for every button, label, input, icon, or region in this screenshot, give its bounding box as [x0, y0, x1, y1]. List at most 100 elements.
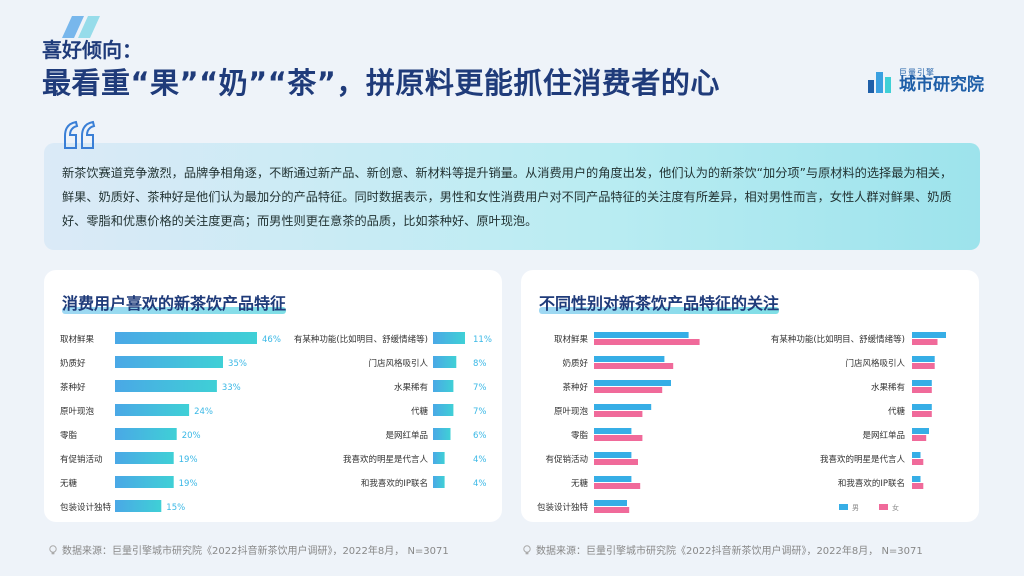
lightbulb-icon	[523, 544, 531, 554]
bar-category-label: 原叶现泡	[60, 406, 95, 417]
bar-category-label: 我喜欢的明星是代言人	[820, 454, 906, 465]
bar-category-label: 原叶现泡	[554, 406, 589, 417]
bar-category-label: 奶质好	[60, 358, 86, 369]
bar-male	[594, 500, 627, 506]
bar-value-label: 24%	[194, 407, 213, 417]
bar	[433, 332, 465, 344]
brand-logo: 巨量引擎 城市研究院	[867, 68, 984, 94]
bar-female	[912, 339, 938, 345]
bar-value-label: 15%	[166, 503, 185, 513]
bar-category-label: 有促销活动	[60, 454, 103, 465]
bar-male	[594, 356, 665, 362]
bar-male	[594, 476, 632, 482]
bar-category-label: 无糖	[60, 478, 78, 489]
brand-name: 城市研究院	[899, 74, 984, 95]
bar-female	[594, 507, 630, 513]
bar-female	[912, 483, 924, 489]
bar-value-label: 4%	[473, 455, 487, 465]
bar-female	[912, 459, 924, 465]
quote-icon	[64, 120, 96, 149]
bar-value-label: 20%	[182, 431, 201, 441]
bar-female	[594, 363, 674, 369]
bar	[433, 428, 451, 440]
bar-category-label: 我喜欢的明星是代言人	[343, 454, 429, 465]
bar-category-label: 和我喜欢的IP联名	[361, 478, 428, 489]
bar-category-label: 是网红单品	[862, 430, 905, 441]
legend-label: 女	[892, 503, 899, 512]
bar-value-label: 33%	[222, 383, 241, 393]
bar-value-label: 4%	[473, 479, 487, 489]
bar-value-label: 6%	[473, 431, 487, 441]
bar-category-label: 有促销活动	[545, 454, 588, 465]
bar-category-label: 包装设计独特	[60, 502, 112, 513]
bar	[115, 380, 217, 392]
bar-value-label: 19%	[179, 455, 198, 465]
bar-category-label: 是网红单品	[385, 430, 428, 441]
bar-category-label: 取材鲜果	[554, 334, 589, 345]
bar-category-label: 代糖	[411, 406, 429, 417]
legend-swatch	[879, 504, 888, 510]
city-icon	[868, 72, 891, 93]
bar-category-label: 茶种好	[562, 382, 588, 393]
bar-value-label: 8%	[473, 359, 487, 369]
bar	[433, 380, 454, 392]
bar-female	[912, 363, 935, 369]
source-note-right: 数据来源：巨量引擎城市研究院《2022抖音新茶饮用户调研》，2022年8月， N…	[522, 542, 923, 557]
bar-value-label: 19%	[179, 479, 198, 489]
bar-female	[912, 411, 932, 417]
bar-category-label: 门店风格吸引人	[368, 358, 428, 369]
bar-female	[912, 387, 932, 393]
bar-category-label: 包装设计独特	[537, 502, 589, 513]
page-subtitle: 喜好倾向：	[42, 38, 142, 62]
bar	[433, 356, 457, 368]
bar	[115, 404, 190, 416]
bar-category-label: 代糖	[888, 406, 906, 417]
bar-male	[912, 428, 929, 434]
bar-value-label: 11%	[473, 335, 492, 345]
left-chart-title: 消费用户喜欢的新茶饮产品特征	[62, 294, 287, 314]
bar	[433, 476, 445, 488]
panel-gender-features: 不同性别对新茶饮产品特征的关注 取材鲜果 奶质好 茶种好 原叶现泡 零脂 有促销活动 无糖包…	[521, 270, 979, 522]
bar	[433, 452, 445, 464]
bar-value-label: 7%	[473, 407, 487, 417]
bar-value-label: 46%	[262, 335, 281, 345]
bar-male	[912, 476, 921, 482]
bar-female	[594, 483, 641, 489]
bar	[115, 476, 174, 488]
bar-male	[912, 356, 935, 362]
bar-category-label: 水果稀有	[394, 382, 428, 393]
bar-female	[594, 387, 663, 393]
source-text-right: 数据来源：巨量引擎城市研究院《2022抖音新茶饮用户调研》，2022年8月， N…	[536, 546, 923, 557]
preferred-features-chart: 取材鲜果 46% 奶质好 35% 茶种好 33% 原叶现泡 24% 零脂 20% 有促销活动 19% 无…	[60, 332, 492, 513]
bar-category-label: 和我喜欢的IP联名	[838, 478, 905, 489]
bar-male	[912, 380, 932, 386]
header-decoration	[62, 16, 100, 38]
bar	[115, 500, 162, 512]
bar	[115, 452, 174, 464]
bar-female	[594, 459, 638, 465]
bar-category-label: 有某种功能(比如明目、舒缓情绪等)	[294, 334, 428, 345]
bar	[115, 428, 177, 440]
bar-male	[594, 452, 632, 458]
bar-female	[594, 339, 700, 345]
bar	[115, 332, 257, 344]
source-text-left: 数据来源：巨量引擎城市研究院《2022抖音新茶饮用户调研》，2022年8月， N…	[62, 546, 449, 557]
bar-male	[594, 404, 652, 410]
bar-value-label: 35%	[228, 359, 247, 369]
bar-category-label: 水果稀有	[871, 382, 905, 393]
page-title: 最看重“果”“奶”“茶”，拼原料更能抓住消费者的心	[42, 66, 720, 100]
panel-preferred-features: 消费用户喜欢的新茶饮产品特征 取材鲜果 46% 奶质好 35% 茶种好 33% 原叶现泡 24…	[44, 270, 502, 522]
bar	[433, 404, 454, 416]
bar-category-label: 零脂	[571, 430, 589, 441]
bar-category-label: 无糖	[571, 478, 589, 489]
bar-category-label: 零脂	[60, 430, 78, 441]
bar-female	[594, 435, 643, 441]
legend-label: 男	[852, 504, 859, 512]
bar-male	[594, 428, 632, 434]
bar-category-label: 茶种好	[60, 382, 86, 393]
brand-small-text: 巨量引擎	[899, 67, 935, 77]
source-note-left: 数据来源：巨量引擎城市研究院《2022抖音新茶饮用户调研》，2022年8月， N…	[48, 542, 449, 557]
bar-female	[594, 411, 643, 417]
bar-male	[912, 332, 946, 338]
